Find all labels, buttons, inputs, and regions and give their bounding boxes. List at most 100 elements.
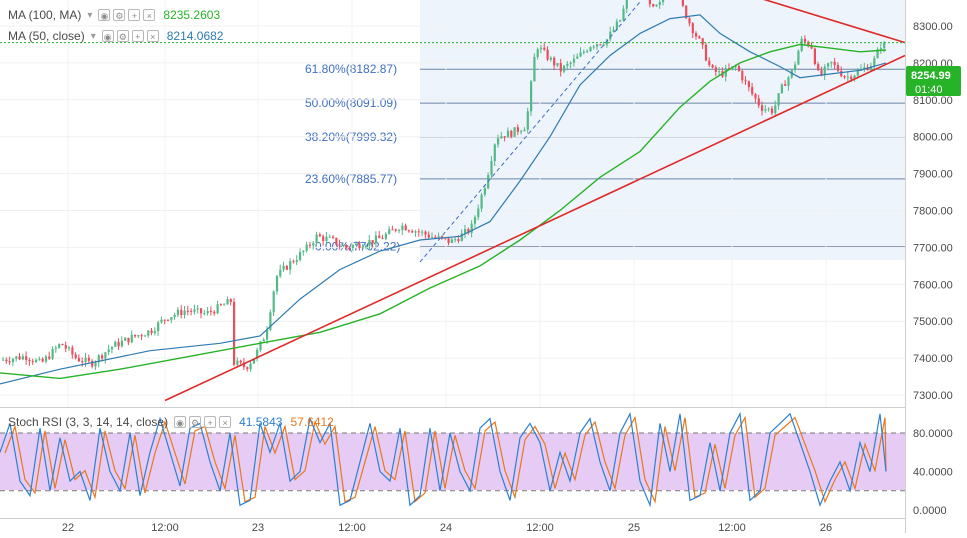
chevron-down-icon[interactable]: ▾ [87, 9, 93, 21]
candle-body [526, 111, 529, 130]
candle-body [754, 94, 757, 99]
plus-icon[interactable]: + [131, 30, 144, 42]
stoch-k-value: 41.5843 [239, 415, 283, 429]
candle-body [328, 236, 331, 238]
candle-body [312, 242, 315, 246]
time-axis[interactable]: 22 12:00 23 12:00 24 12:00 25 12:00 26 [62, 522, 832, 534]
candle-body [493, 144, 496, 162]
candle-body [332, 236, 335, 238]
eye-icon[interactable]: ◉ [101, 30, 114, 42]
gear-icon[interactable]: ⚙ [113, 9, 126, 21]
gear-icon[interactable]: ⚙ [189, 416, 202, 428]
plus-icon[interactable]: + [128, 9, 141, 21]
candle-body [259, 341, 262, 351]
candle-body [490, 161, 493, 176]
candle-body [368, 240, 371, 246]
candle-body [48, 356, 51, 359]
stoch-legend-name: Stoch RSI (3, 3, 14, 14, close) [8, 415, 169, 429]
candle-body [374, 235, 378, 244]
ma50-legend-name: MA (50, close) [8, 29, 85, 43]
candle-body [391, 229, 394, 231]
candle-body [714, 67, 717, 72]
candle-body [464, 229, 467, 234]
candle-body [64, 345, 67, 349]
ma100-legend-name: MA (100, MA) [8, 8, 82, 22]
candle-body [206, 310, 209, 314]
candle-body [84, 357, 87, 363]
candle-body [708, 60, 711, 65]
candle-body [35, 359, 38, 363]
candle-body [8, 361, 11, 363]
chevron-down-icon[interactable]: ▾ [90, 30, 96, 42]
candle-body [38, 358, 41, 360]
candle-body [747, 81, 750, 88]
candle-body [691, 23, 694, 34]
candle-body [741, 71, 744, 81]
gear-icon[interactable]: ⚙ [116, 30, 129, 42]
ma50-legend[interactable]: MA (50, close) ▾ ◉ ⚙ + × 8214.0682 [8, 29, 223, 43]
candle-body [533, 56, 536, 82]
candle-body [569, 62, 572, 64]
candle-body [269, 312, 272, 330]
candle-body [365, 245, 368, 248]
candle-body [279, 269, 282, 277]
candle-body [869, 66, 873, 71]
candle-body [820, 70, 823, 75]
plus-icon[interactable]: + [204, 416, 217, 428]
close-icon[interactable]: × [143, 9, 156, 21]
fib-zone [420, 0, 905, 260]
stoch-axis[interactable]: 80.0000 40.0000 0.0000 [913, 428, 953, 517]
candle-body [183, 310, 186, 315]
candle-body [147, 330, 150, 336]
candle-body [18, 356, 21, 360]
candle-body [322, 236, 325, 241]
candle-body [510, 130, 513, 137]
candle-body [355, 243, 358, 246]
candle-body [546, 49, 549, 60]
fib-level-label: 23.60%(7885.77) [305, 172, 397, 186]
candle-body [203, 313, 206, 315]
candle-body [450, 239, 453, 243]
candle-body [761, 105, 764, 111]
candle-body [681, 0, 684, 6]
candle-body [160, 319, 163, 323]
candle-body [226, 299, 229, 305]
candle-body [553, 57, 556, 66]
candle-body [236, 360, 239, 365]
price-tick-label: 8100.00 [913, 95, 953, 107]
candle-body [407, 230, 411, 232]
candle-body [596, 44, 599, 47]
eye-icon[interactable]: ◉ [98, 9, 111, 21]
candle-body [794, 64, 797, 71]
candle-body [728, 68, 731, 70]
ma100-line [0, 43, 887, 380]
candle-body [143, 335, 147, 337]
trendline [164, 54, 906, 402]
candle-body [873, 58, 876, 67]
candle-body [157, 322, 160, 332]
candle-body [437, 236, 440, 238]
candle-body [559, 63, 562, 72]
candle-body [325, 236, 328, 241]
trendline [763, 0, 906, 44]
candle-body [54, 347, 57, 349]
candle-body [539, 47, 543, 50]
ma100-legend[interactable]: MA (100, MA) ▾ ◉ ⚙ + × 8235.2603 [8, 8, 220, 22]
candle-body [282, 265, 285, 270]
candle-body [431, 236, 434, 238]
ma100-legend-value: 8235.2603 [163, 8, 221, 22]
close-icon[interactable]: × [219, 416, 232, 428]
candle-body [252, 358, 255, 364]
candle-body [341, 244, 345, 246]
eye-icon[interactable]: ◉ [174, 416, 187, 428]
close-icon[interactable]: × [146, 30, 159, 42]
candle-body [658, 2, 661, 5]
candle-body [2, 359, 5, 361]
fib-level-label: 50.00%(8091.09) [305, 96, 397, 110]
candle-body [688, 18, 691, 24]
price-tick-label: 7400.00 [913, 353, 953, 365]
candle-body [480, 194, 483, 209]
candle-body [61, 344, 64, 346]
stoch-legend[interactable]: Stoch RSI (3, 3, 14, 14, close) ◉ ⚙ + × … [8, 415, 334, 429]
